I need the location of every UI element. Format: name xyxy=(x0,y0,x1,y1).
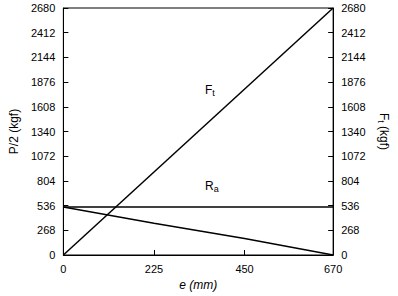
svg-text:2680: 2680 xyxy=(31,2,55,14)
svg-text:F: F xyxy=(377,113,391,120)
svg-text:P/2 (kgf): P/2 (kgf) xyxy=(7,109,21,154)
svg-text:1608: 1608 xyxy=(31,101,55,113)
svg-text:e (mm): e (mm) xyxy=(179,278,217,292)
svg-text:1340: 1340 xyxy=(31,126,55,138)
svg-text:804: 804 xyxy=(37,175,55,187)
svg-text:2680: 2680 xyxy=(341,2,365,14)
svg-text:(kgf): (kgf) xyxy=(377,123,391,150)
svg-text:225: 225 xyxy=(145,263,163,275)
svg-text:1876: 1876 xyxy=(31,76,55,88)
svg-text:268: 268 xyxy=(37,224,55,236)
svg-text:536: 536 xyxy=(341,200,359,212)
svg-text:2144: 2144 xyxy=(31,51,55,63)
svg-text:t: t xyxy=(212,88,215,98)
svg-text:2412: 2412 xyxy=(31,27,55,39)
svg-text:2412: 2412 xyxy=(341,27,365,39)
svg-text:670: 670 xyxy=(324,263,342,275)
svg-text:a: a xyxy=(214,184,219,194)
svg-text:0: 0 xyxy=(60,263,66,275)
svg-text:1072: 1072 xyxy=(31,150,55,162)
svg-text:t: t xyxy=(376,120,386,123)
svg-text:0: 0 xyxy=(341,249,347,261)
svg-text:1876: 1876 xyxy=(341,76,365,88)
svg-text:R: R xyxy=(205,179,214,193)
svg-text:450: 450 xyxy=(235,263,253,275)
svg-text:1608: 1608 xyxy=(341,101,365,113)
svg-text:536: 536 xyxy=(37,200,55,212)
svg-text:0: 0 xyxy=(49,249,55,261)
svg-text:1072: 1072 xyxy=(341,150,365,162)
svg-text:F: F xyxy=(205,83,212,97)
svg-text:2144: 2144 xyxy=(341,51,365,63)
svg-text:268: 268 xyxy=(341,224,359,236)
svg-text:804: 804 xyxy=(341,175,359,187)
svg-text:1340: 1340 xyxy=(341,126,365,138)
